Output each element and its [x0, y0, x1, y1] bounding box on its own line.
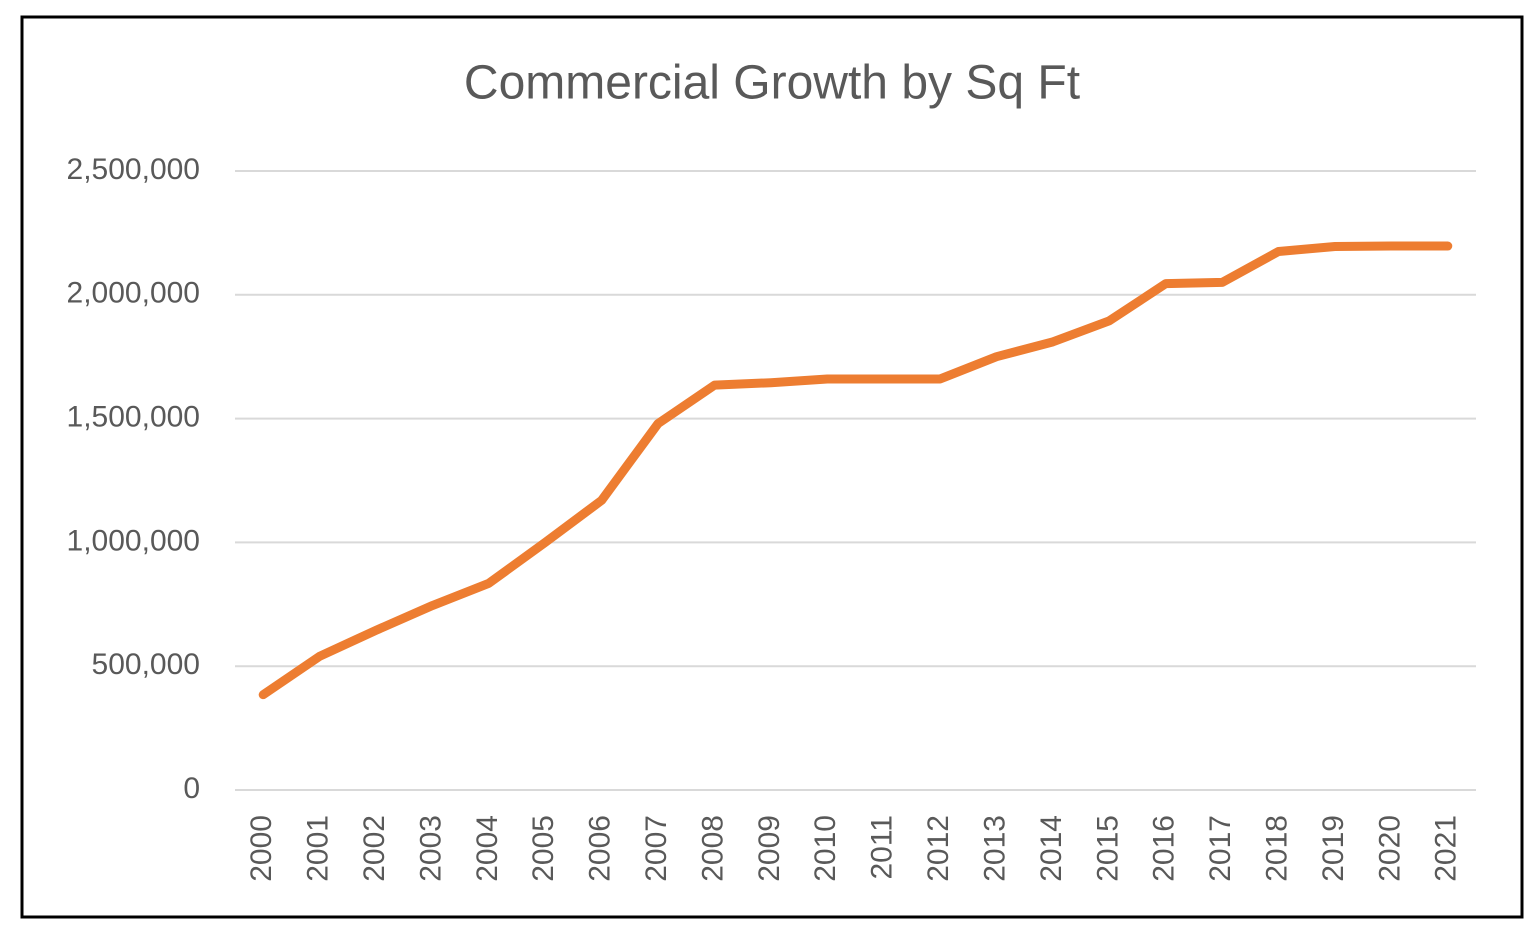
x-tick-label: 2004 [471, 815, 504, 882]
chart-border [20, 15, 1524, 919]
y-tick-label: 500,000 [92, 648, 200, 681]
x-tick-label: 2009 [753, 815, 786, 882]
x-tick-label: 2007 [640, 815, 673, 882]
x-tick-label: 2000 [245, 815, 278, 882]
x-tick-label: 2003 [414, 815, 447, 882]
x-tick-label: 2020 [1373, 815, 1406, 882]
y-tick-label: 2,500,000 [67, 153, 200, 186]
x-tick-label: 2001 [302, 815, 335, 882]
y-tick-label: 1,500,000 [67, 401, 200, 434]
x-tick-label: 2002 [358, 815, 391, 882]
y-tick-label: 1,000,000 [67, 524, 200, 557]
x-tick-label: 2010 [809, 815, 842, 882]
x-tick-label: 2015 [1091, 815, 1124, 882]
x-tick-label: 2012 [922, 815, 955, 882]
data-line [258, 241, 1453, 700]
x-tick-label: 2011 [866, 815, 899, 880]
y-tick-label: 0 [183, 772, 200, 805]
x-tick-label: 2017 [1204, 815, 1237, 882]
x-tick-label: 2021 [1430, 815, 1463, 882]
x-tick-label: 2008 [696, 815, 729, 882]
chart-title: Commercial Growth by Sq Ft [464, 57, 1080, 110]
x-tick-label: 2005 [527, 815, 560, 882]
x-tick-label: 2016 [1148, 815, 1181, 882]
x-tick-label: 2019 [1317, 815, 1350, 882]
x-tick-label: 2013 [978, 815, 1011, 882]
y-tick-label: 2,000,000 [67, 277, 200, 310]
x-tick-label: 2006 [584, 815, 617, 882]
x-tick-label: 2014 [1035, 815, 1068, 882]
x-tick-label: 2018 [1260, 815, 1293, 882]
